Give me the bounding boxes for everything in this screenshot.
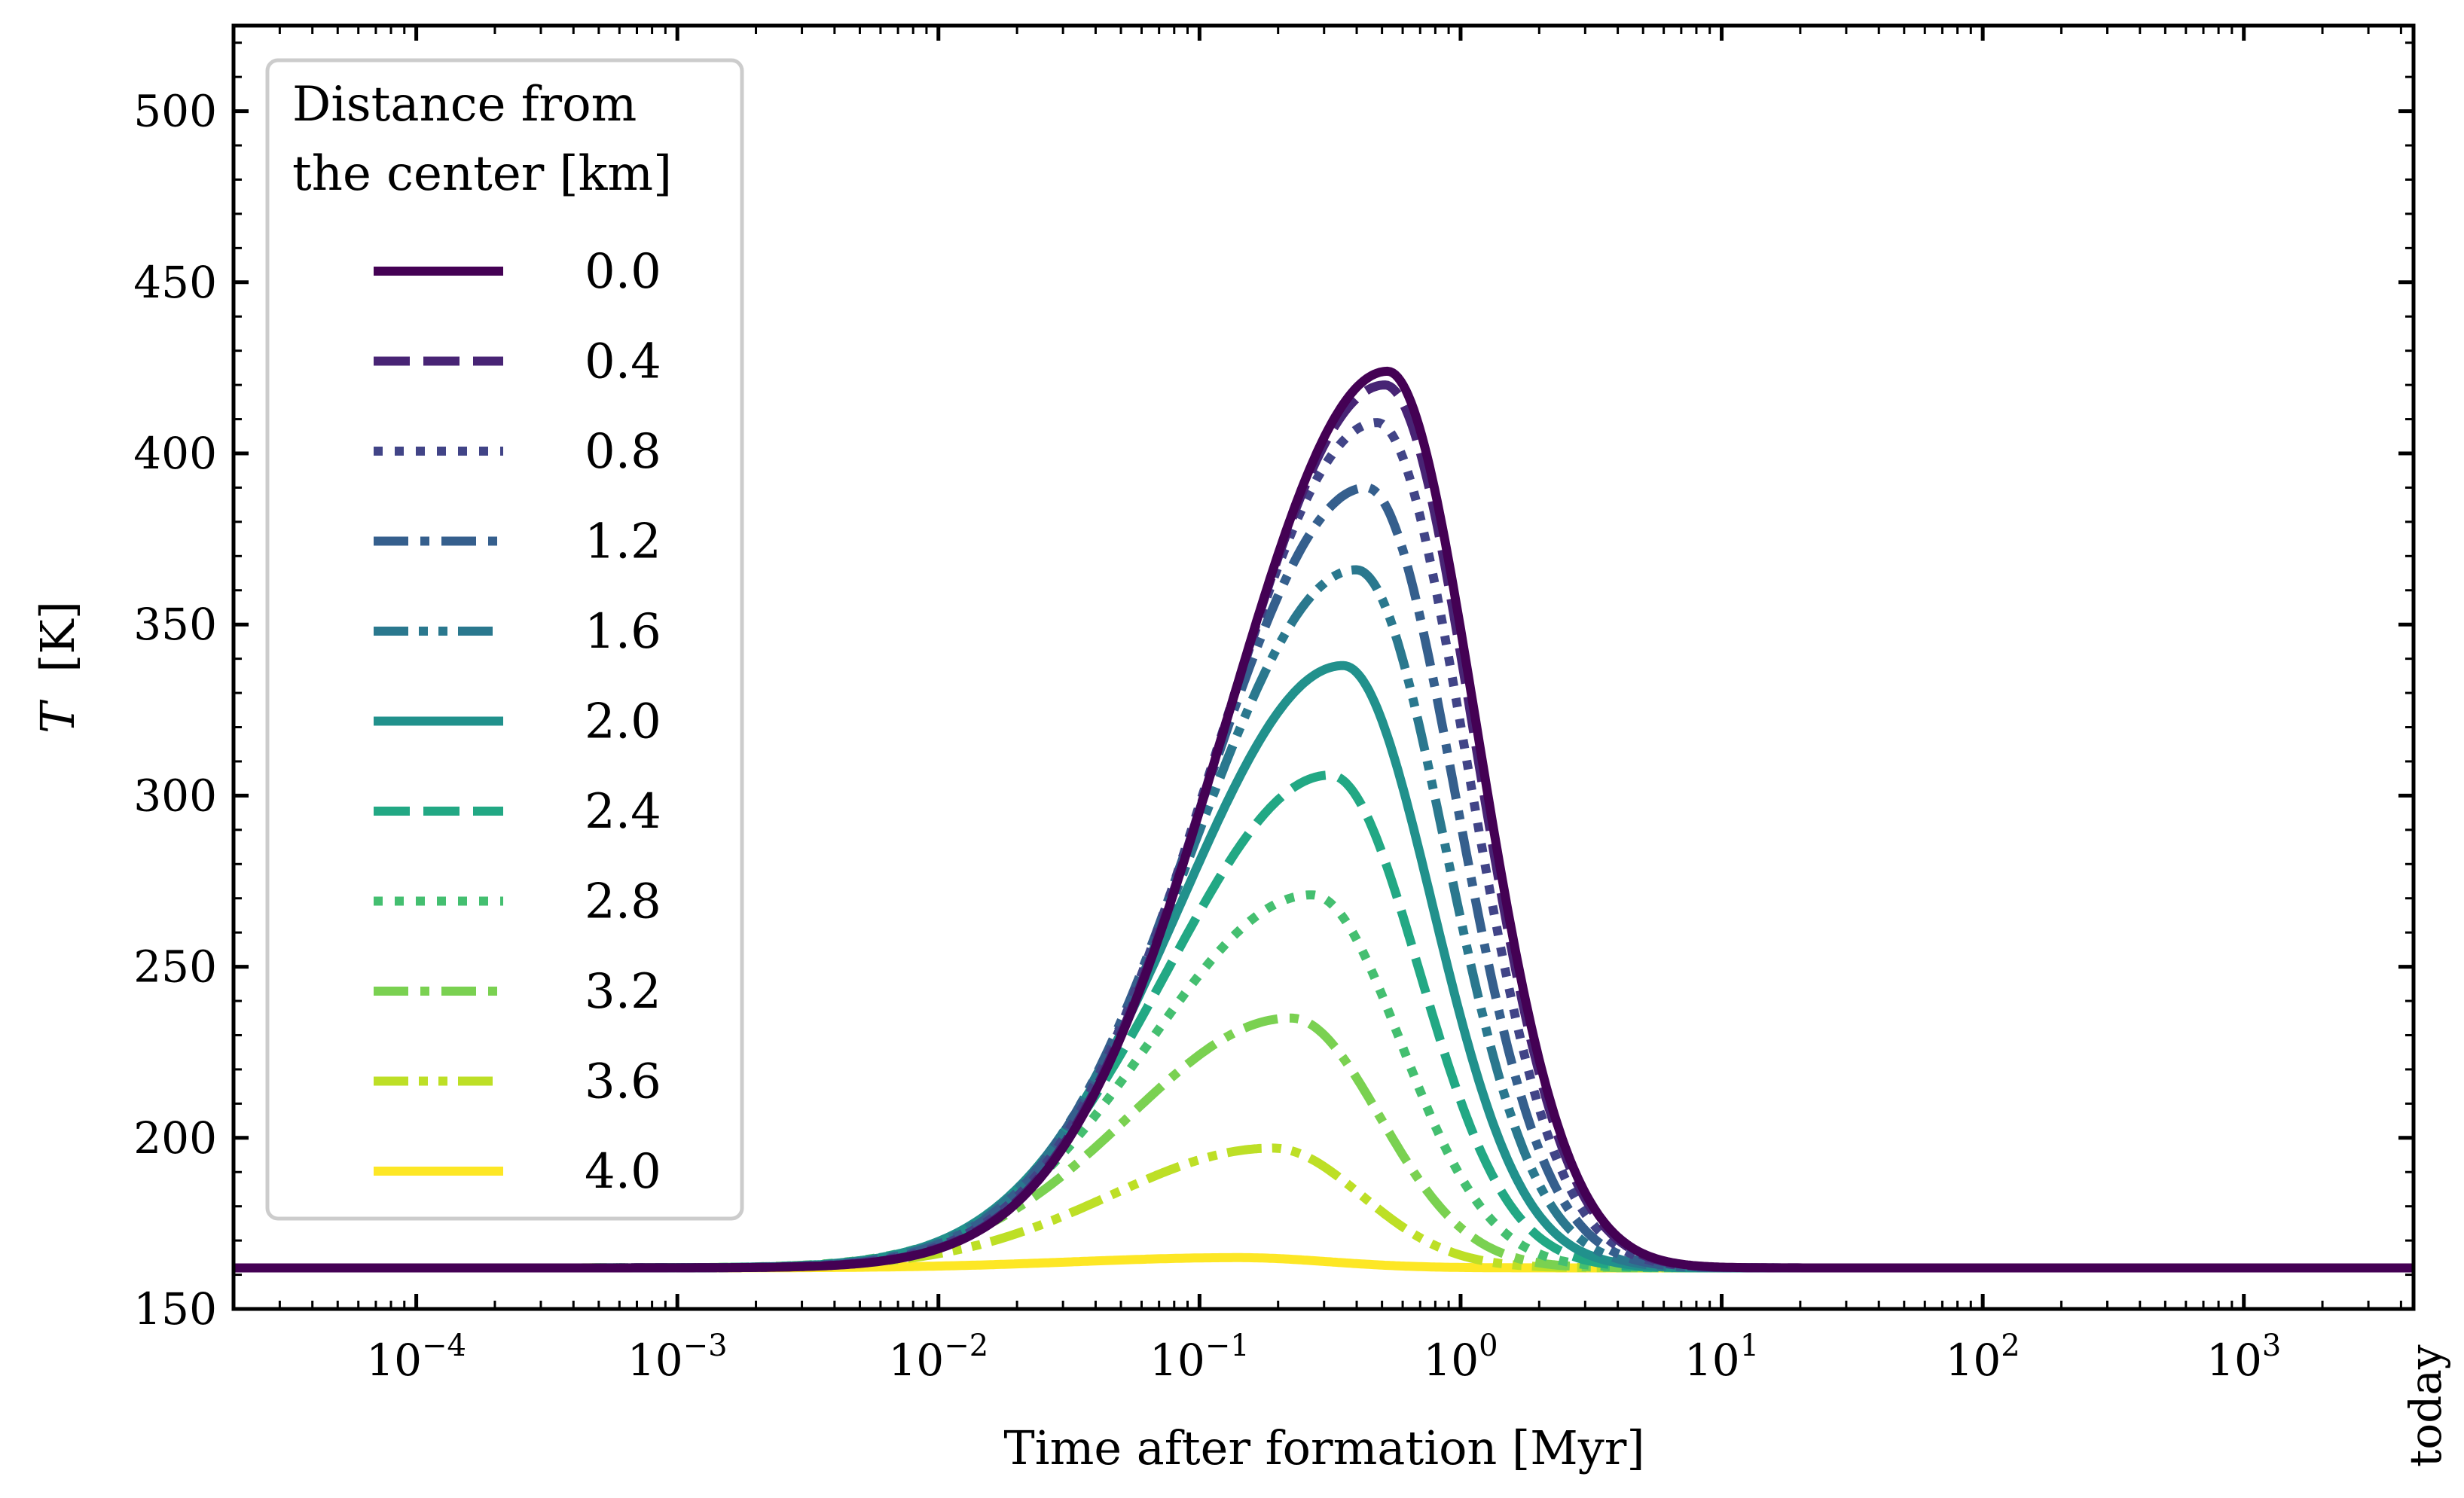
- svg-text:T [K]: T [K]: [30, 601, 85, 734]
- x-tick-label: 10−1: [1150, 1329, 1250, 1386]
- y-axis-title-symbol: T: [30, 699, 85, 734]
- y-tick-label: 500: [133, 86, 217, 137]
- y-tick-label: 250: [133, 941, 217, 993]
- y-tick-label: 350: [133, 599, 217, 650]
- legend-entries: 0.0 0.4 0.8 1.2 1.6 2.0 2.4 2.8 3.2 3.6 4.0: [374, 244, 661, 1200]
- legend-label-0-4: 0.4: [585, 334, 661, 390]
- y-axis-title: T [K]: [30, 601, 85, 734]
- legend-label-3-6: 3.6: [585, 1054, 661, 1110]
- x-end-label-today: today: [2400, 1344, 2451, 1467]
- legend-title-line-1: Distance from: [292, 77, 637, 133]
- legend-label-1-6: 1.6: [585, 604, 661, 660]
- legend-label-0-8: 0.8: [585, 424, 661, 480]
- series-line-0-0: [234, 366, 2414, 1273]
- x-tick-label: 102: [1945, 1329, 2020, 1386]
- legend-label-1-2: 1.2: [585, 514, 661, 570]
- legend-label-4-0: 4.0: [585, 1144, 661, 1200]
- legend-label-2-4: 2.4: [585, 784, 661, 840]
- legend-box: [265, 58, 744, 1221]
- series-layer: [234, 366, 2414, 1273]
- x-tick-label: 100: [1423, 1329, 1498, 1386]
- legend-label-3-2: 3.2: [585, 964, 661, 1020]
- x-tick-label: 10−4: [366, 1329, 466, 1386]
- y-tick-label: 400: [133, 428, 217, 479]
- legend-label-2-8: 2.8: [585, 874, 661, 930]
- legend-label-0-0: 0.0: [585, 244, 661, 300]
- y-tick-label: 200: [133, 1112, 217, 1164]
- x-tick-label: 10−3: [627, 1329, 728, 1386]
- ticks-layer: [232, 26, 2414, 1311]
- y-tick-label: 150: [133, 1283, 217, 1335]
- legend: Distance from the center [km] 0.0 0.4 0.8 1…: [265, 58, 744, 1221]
- legend-label-2-0: 2.0: [585, 694, 661, 750]
- y-tick-label: 300: [133, 770, 217, 821]
- legend-title-line-2: the center [km]: [292, 146, 672, 202]
- y-axis-title-unit: [K]: [30, 601, 85, 673]
- x-tick-label: 10−2: [888, 1329, 988, 1386]
- x-axis-title: Time after formation [Myr]: [1003, 1420, 1644, 1475]
- x-tick-label: 103: [2206, 1329, 2281, 1386]
- y-tick-label: 450: [133, 257, 217, 308]
- labels-layer: 150 200 250 300 350 400 450 500 10−4 10−3 10−2 10−1…: [133, 86, 2281, 1386]
- x-tick-label: 101: [1684, 1329, 1759, 1386]
